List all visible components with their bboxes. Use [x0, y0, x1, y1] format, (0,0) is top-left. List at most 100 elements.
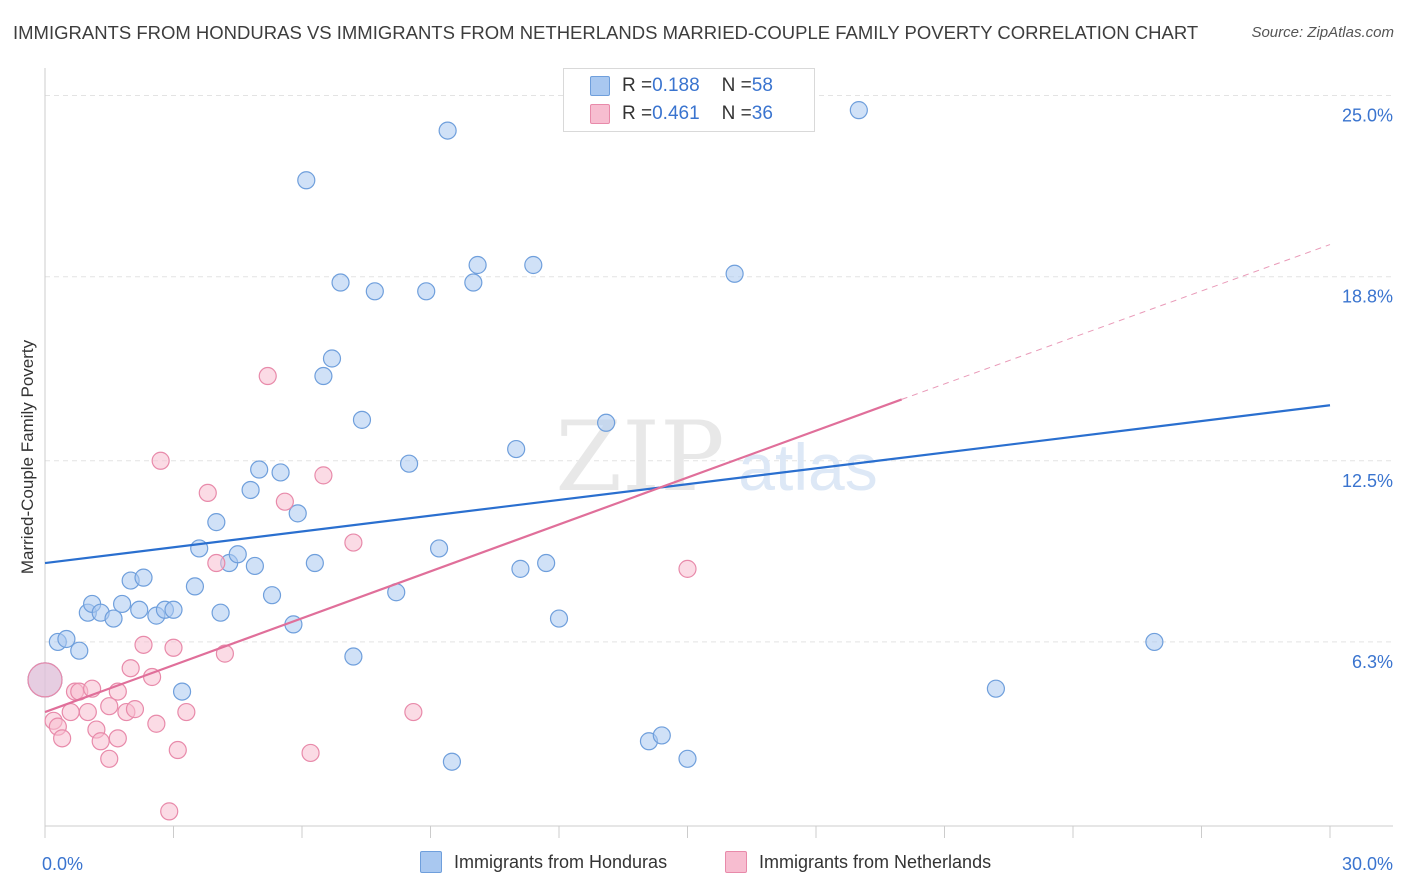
- netherlands-point: [108, 729, 127, 748]
- tick-label-layer: 6.3% 12.5% 18.8% 25.0% 0.0% 30.0%: [42, 106, 1393, 874]
- netherlands-point: [100, 697, 119, 716]
- netherlands-point: [100, 749, 119, 768]
- netherlands-trend-extension: [901, 244, 1331, 400]
- honduras-point: [322, 349, 342, 368]
- honduras-point: [417, 282, 436, 301]
- honduras-point: [1145, 632, 1164, 652]
- honduras-point: [70, 641, 89, 660]
- netherlands-point: [275, 492, 294, 511]
- honduras-point: [297, 171, 316, 190]
- honduras-point: [549, 609, 569, 628]
- netherlands-legend-label: Immigrants from Netherlands: [759, 851, 992, 872]
- legend-n-value: 58: [751, 75, 773, 96]
- netherlands-point: [91, 732, 110, 751]
- honduras-trend-line: [44, 404, 1331, 565]
- honduras-point: [429, 539, 449, 558]
- honduras-point: [365, 282, 384, 301]
- netherlands-point: [177, 702, 196, 722]
- honduras-point: [262, 586, 282, 605]
- honduras-point: [104, 609, 123, 628]
- netherlands-point: [61, 702, 80, 722]
- legend-n-label: N =: [721, 75, 752, 96]
- honduras-point: [172, 682, 192, 701]
- trend-layer: [44, 244, 1331, 714]
- y-axis-label: Married-Couple Family Poverty: [18, 339, 37, 575]
- netherlands-point: [678, 559, 697, 578]
- honduras-point: [344, 647, 363, 666]
- honduras-point: [130, 600, 149, 619]
- netherlands-point: [164, 638, 183, 657]
- watermark-atlas: atlas: [738, 430, 877, 504]
- honduras-point: [511, 559, 530, 578]
- honduras-point: [207, 513, 226, 532]
- netherlands-point: [160, 802, 179, 821]
- honduras-point: [185, 577, 205, 596]
- honduras-point: [250, 460, 269, 479]
- honduras-point: [438, 121, 457, 140]
- netherlands-point: [215, 644, 234, 663]
- grid-layer: [45, 95, 1393, 643]
- honduras-point: [245, 556, 264, 576]
- honduras-point: [468, 255, 487, 275]
- honduras-point: [271, 463, 290, 482]
- honduras-legend-label: Immigrants from Honduras: [454, 851, 668, 872]
- y-tick-label: 6.3%: [1352, 652, 1393, 672]
- legend-n-label: N =: [721, 103, 752, 124]
- legend-r-value: 0.188: [652, 75, 700, 96]
- netherlands-point: [258, 366, 277, 386]
- legend-r-label: R =: [622, 75, 653, 96]
- chart-source: Source: ZipAtlas.com: [1251, 24, 1394, 41]
- netherlands-point: [404, 702, 423, 722]
- netherlands-point: [134, 635, 153, 654]
- honduras-point: [164, 600, 183, 619]
- netherlands-point: [78, 702, 97, 722]
- y-tick-label: 25.0%: [1342, 106, 1393, 126]
- honduras-point: [352, 410, 372, 429]
- legend-row-honduras: R = 0.188 N = 58: [590, 74, 773, 98]
- netherlands-point: [168, 740, 187, 760]
- legend-r-value: 0.461: [652, 103, 700, 124]
- honduras-point: [331, 273, 350, 292]
- y-tick-label: 12.5%: [1342, 471, 1393, 491]
- honduras-point: [986, 679, 1006, 698]
- honduras-point: [652, 726, 671, 745]
- chart-title: IMMIGRANTS FROM HONDURAS VS IMMIGRANTS F…: [13, 22, 1199, 43]
- honduras-point: [537, 553, 556, 573]
- axis-layer: [44, 68, 1393, 838]
- honduras-legend-swatch: [420, 851, 442, 873]
- honduras-point: [678, 749, 697, 768]
- legend-item-netherlands: Immigrants from Netherlands: [725, 851, 991, 873]
- correlation-legend: R = 0.188 N = 58 R = 0.461 N = 36: [563, 68, 815, 132]
- honduras-point: [399, 454, 419, 473]
- legend-item-honduras: Immigrants from Honduras: [420, 851, 667, 873]
- honduras-point: [228, 545, 247, 564]
- netherlands-swatch: [590, 104, 610, 124]
- netherlands-point: [147, 714, 166, 733]
- x-tick-label: 0.0%: [42, 854, 83, 874]
- netherlands-trend-line: [44, 398, 903, 714]
- honduras-point: [725, 264, 744, 283]
- honduras-point: [57, 629, 76, 649]
- honduras-point: [849, 101, 868, 120]
- netherlands-point: [314, 466, 333, 485]
- netherlands-point: [53, 729, 72, 748]
- netherlands-point: [27, 662, 63, 698]
- x-tick-label: 30.0%: [1342, 854, 1393, 874]
- honduras-point: [314, 366, 333, 386]
- y-tick-label: 18.8%: [1342, 287, 1393, 307]
- honduras-point: [241, 480, 260, 500]
- honduras-point: [524, 255, 543, 275]
- points-layer: [27, 101, 1164, 821]
- legend-n-value: 36: [751, 103, 773, 124]
- honduras-point: [507, 439, 526, 459]
- honduras-point: [305, 553, 324, 573]
- honduras-point: [112, 594, 132, 614]
- honduras-point: [288, 504, 307, 523]
- honduras-point: [134, 568, 153, 587]
- netherlands-point: [344, 533, 363, 552]
- netherlands-point: [125, 700, 145, 719]
- netherlands-point: [151, 451, 170, 470]
- netherlands-point: [198, 483, 217, 503]
- honduras-point: [442, 752, 462, 771]
- netherlands-point: [301, 743, 320, 763]
